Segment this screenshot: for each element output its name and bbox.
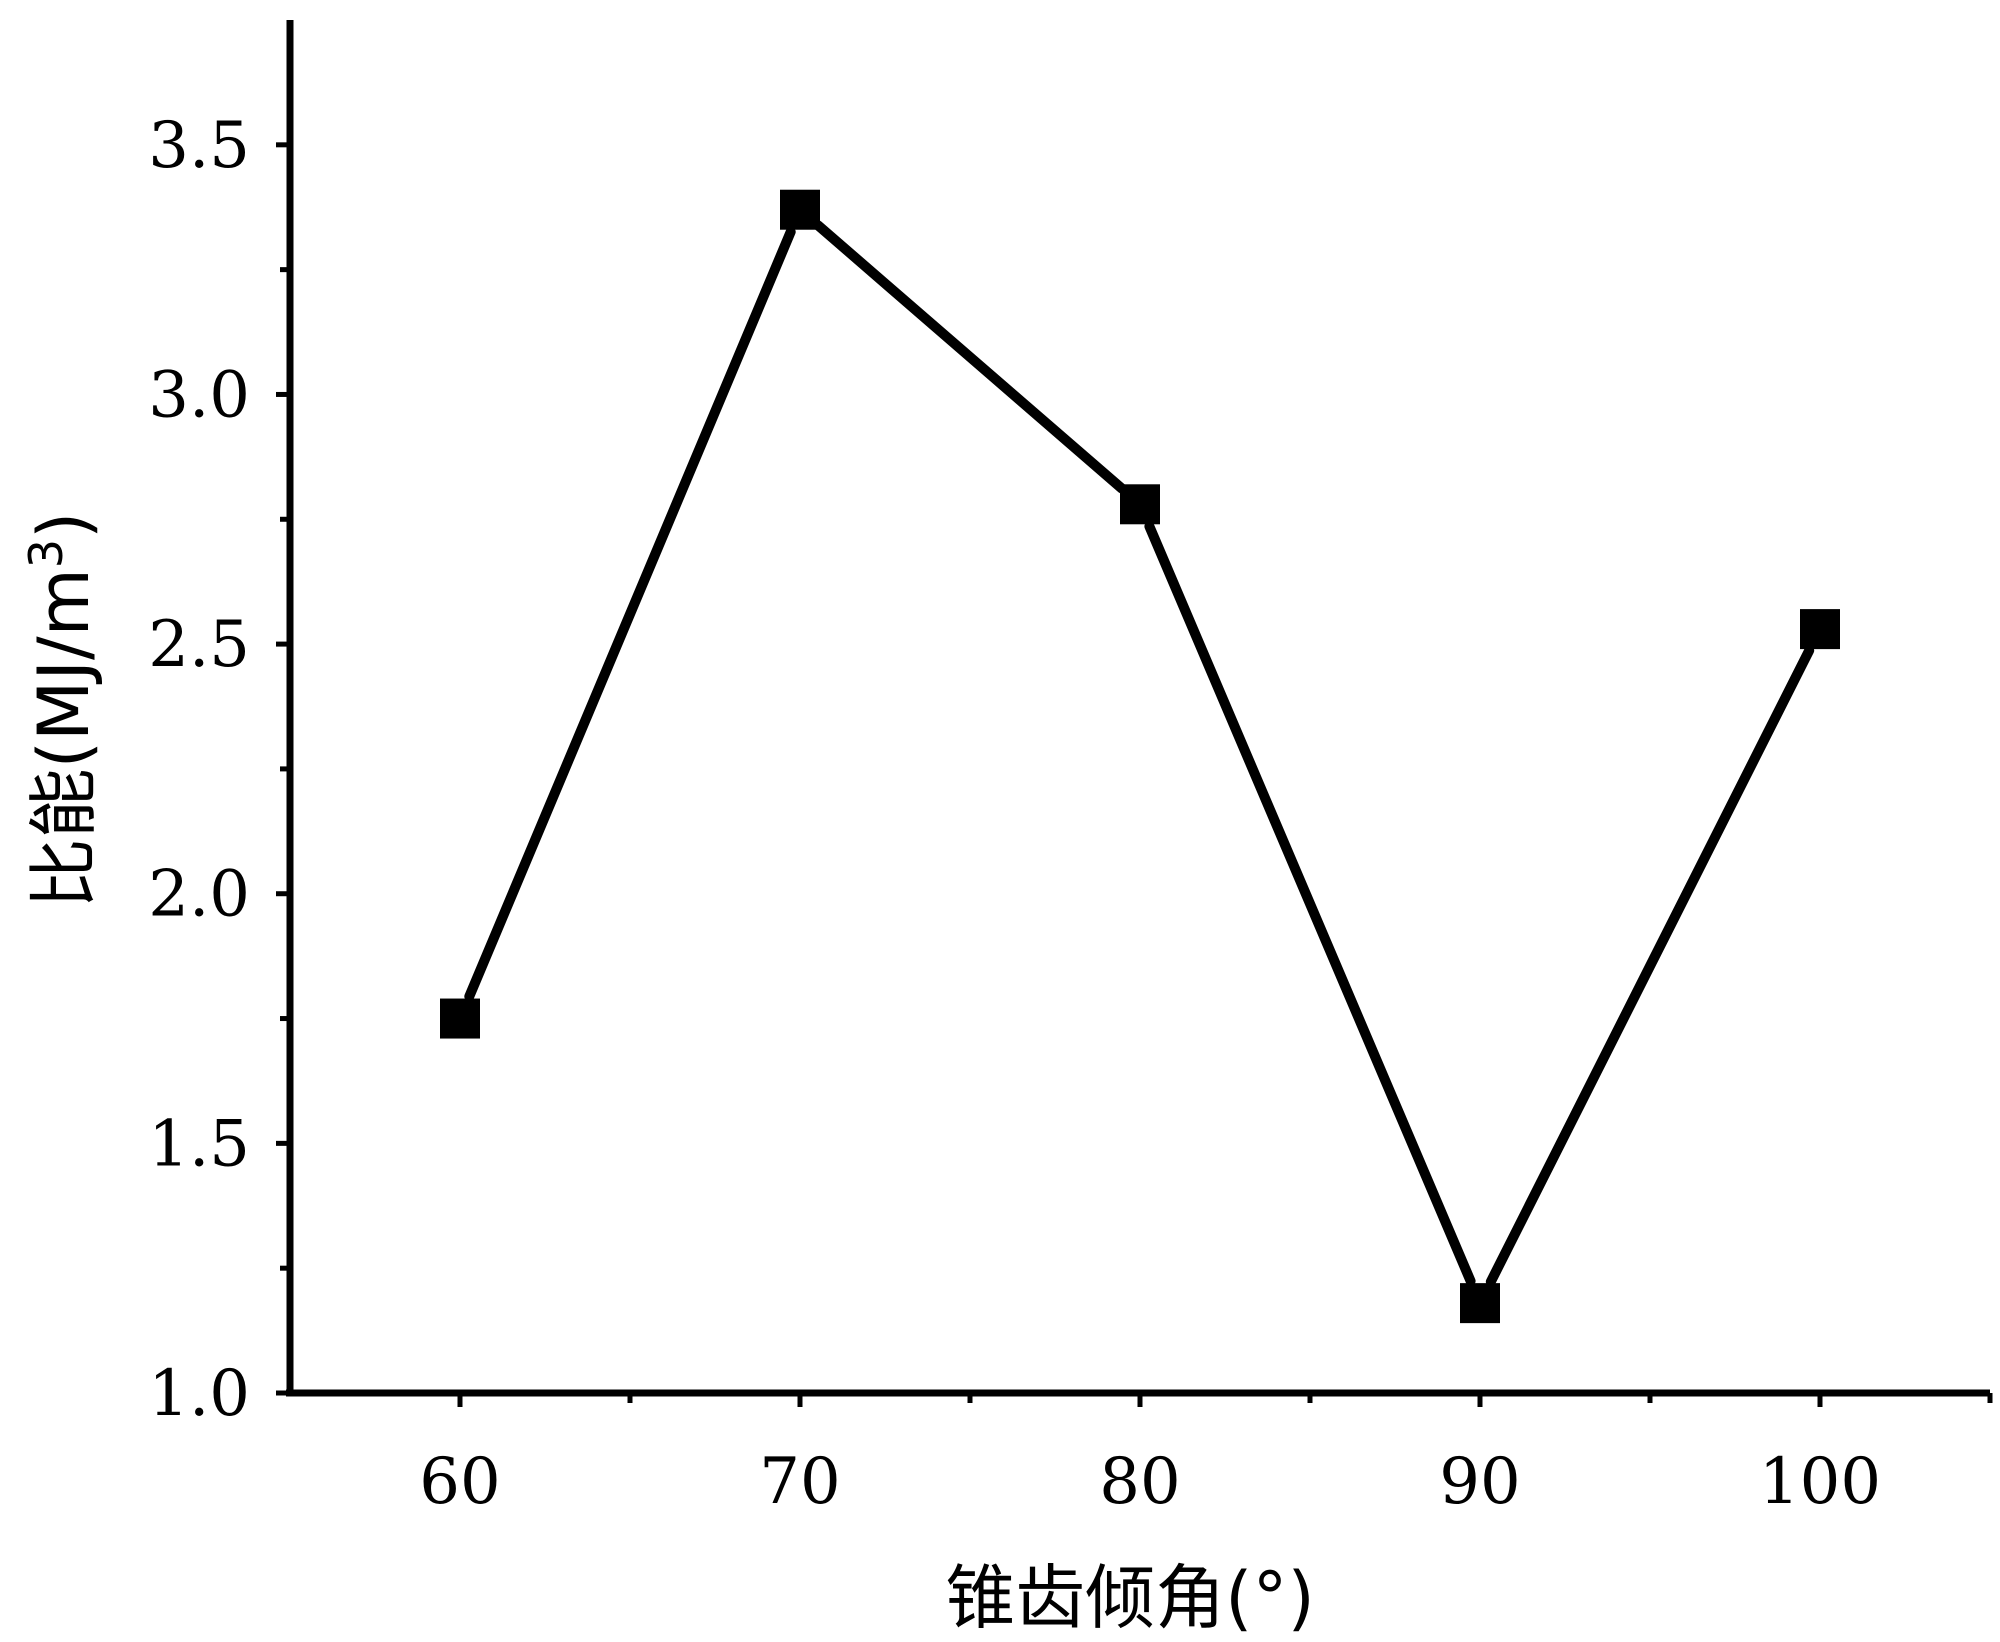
series-markers [440,189,1840,1324]
series-line-segment [464,226,796,1002]
y-tick-label: 3.5 [148,109,250,183]
data-point-marker [1460,1283,1500,1324]
axes [286,20,1990,1397]
y-axis-title: 比能(MJ/m3) [19,512,105,909]
y-tick-label: 2.5 [148,608,250,682]
x-tick-label: 80 [1099,1445,1180,1519]
y-axis-title-prefix: 比能(MJ/m [23,568,105,908]
ticks [276,142,1993,1407]
data-point-marker [1120,484,1160,525]
data-point-marker [780,189,820,230]
y-tick-label: 3.0 [148,358,250,432]
tick-labels: 60 70 80 90 100 1.0 1.5 2.0 2.5 3.0 3.5 [148,109,1881,1519]
x-tick-label: 70 [759,1445,840,1519]
x-axis-title: 锥齿倾角(°) [945,1557,1315,1639]
y-tick-label: 1.5 [148,1107,250,1181]
y-axis-title-superscript: 3 [19,539,73,568]
x-tick-label: 100 [1759,1445,1881,1519]
x-tick-label: 60 [419,1445,500,1519]
series-line-segment [1485,645,1815,1287]
y-tick-label: 1.0 [148,1357,250,1431]
x-tick-label: 90 [1439,1445,1520,1519]
y-tick-label: 2.0 [148,858,250,932]
series-line-segment [1144,521,1476,1287]
series-line-segment [813,220,1127,494]
data-point-marker [1800,609,1840,650]
series-lines [464,220,1815,1287]
y-axis-title-suffix: ) [23,512,105,539]
data-point-marker [440,998,480,1039]
